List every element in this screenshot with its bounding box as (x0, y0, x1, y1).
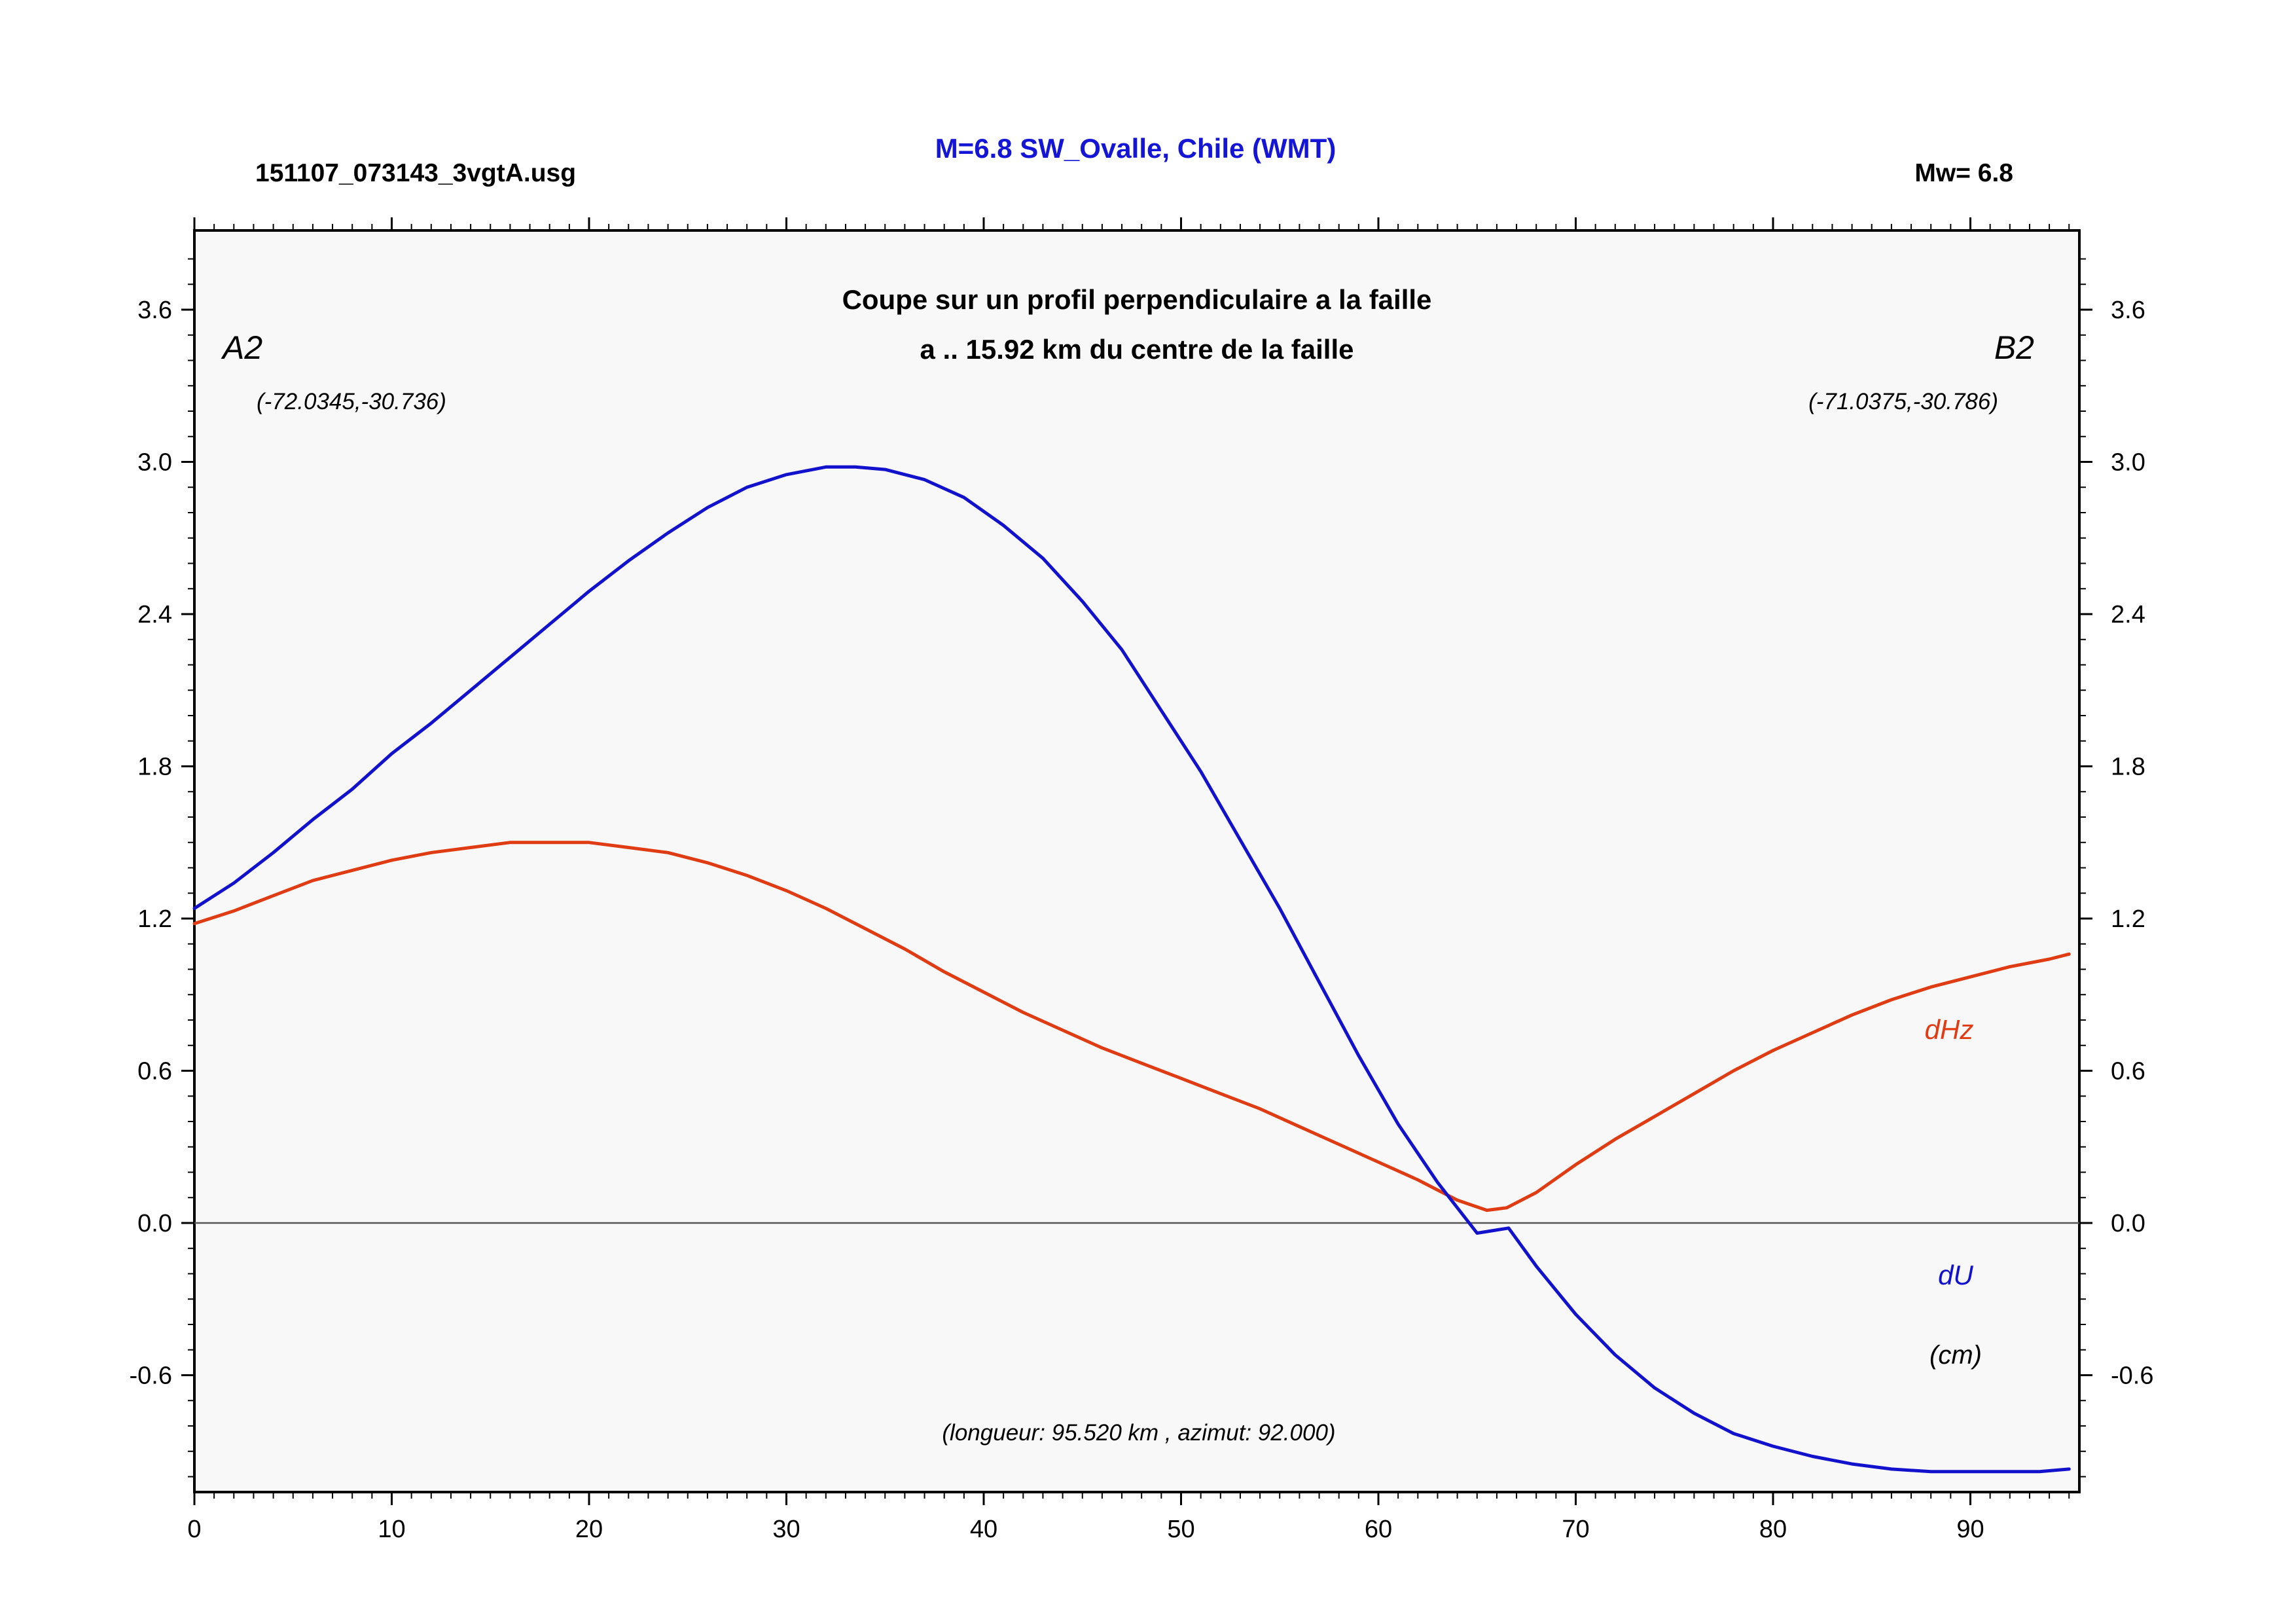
series-line-dhz (192, 841, 2071, 1213)
chart-title: Coupe sur un profil perpendiculaire a la… (842, 284, 1432, 315)
left-coords-label: (-72.0345,-30.736) (257, 389, 446, 414)
file-name: 151107_073143_3vgtA.usg (255, 159, 577, 187)
major-ticks (181, 217, 2092, 1505)
chart-subtitle: a .. 15.92 km du centre de la faille (920, 334, 1354, 365)
y-tick-label-left: 1.2 (137, 905, 172, 933)
y-tick-label-right: 1.8 (2111, 754, 2145, 781)
y-tick-label-right: 2.4 (2111, 601, 2145, 629)
y-tick-labels-left: -0.6 0.0 0.6 1.2 1.8 2.4 3.0 3.6 (130, 297, 172, 1390)
du-series-label: dU (1938, 1260, 1973, 1290)
x-tick-label: 0 (187, 1516, 201, 1543)
y-tick-label-right: 3.6 (2111, 297, 2145, 324)
y-tick-labels-right: -0.6 0.0 0.6 1.2 1.8 2.4 3.0 3.6 (2111, 297, 2153, 1390)
series-lines (192, 465, 2071, 1474)
y-tick-label-right: 0.6 (2111, 1058, 2145, 1085)
right-point-label: B2 (1994, 329, 2034, 366)
x-tick-label: 50 (1167, 1516, 1194, 1543)
x-tick-label: 90 (1956, 1516, 1984, 1543)
y-tick-label-right: 1.2 (2111, 905, 2145, 933)
x-tick-label: 70 (1562, 1516, 1589, 1543)
y-tick-label-left: 0.6 (137, 1058, 172, 1085)
y-tick-label-right: 0.0 (2111, 1210, 2145, 1237)
y-tick-label-left: 0.0 (137, 1210, 172, 1237)
x-tick-label: 60 (1365, 1516, 1392, 1543)
left-point-label: A2 (221, 329, 262, 366)
x-tick-label: 20 (575, 1516, 603, 1543)
y-tick-label-right: 3.0 (2111, 449, 2145, 477)
y-tick-label-left: 3.6 (137, 297, 172, 324)
units-label: (cm) (1929, 1341, 1982, 1370)
right-coords-label: (-71.0375,-30.786) (1808, 389, 1998, 414)
x-tick-label: 80 (1759, 1516, 1787, 1543)
main-title: M=6.8 SW_Ovalle, Chile (WMT) (935, 133, 1336, 164)
y-tick-label-left: -0.6 (130, 1362, 172, 1390)
y-tick-label-left: 1.8 (137, 754, 172, 781)
y-tick-label-left: 3.0 (137, 449, 172, 477)
magnitude-label: Mw= 6.8 (1914, 159, 2013, 187)
series-line-du (192, 465, 2071, 1474)
plot-area (193, 229, 2081, 1493)
x-tick-label: 40 (970, 1516, 997, 1543)
y-tick-label-right: -0.6 (2111, 1362, 2153, 1390)
minor-ticks (188, 224, 2086, 1499)
x-tick-label: 10 (378, 1516, 405, 1543)
x-tick-label: 30 (772, 1516, 800, 1543)
y-tick-label-left: 2.4 (137, 601, 172, 629)
footer-label: (longueur: 95.520 km , azimut: 92.000) (942, 1420, 1335, 1446)
dhz-series-label: dHz (1925, 1014, 1974, 1045)
x-tick-labels: 0 10 20 30 40 50 60 70 80 90 (187, 1516, 1984, 1543)
